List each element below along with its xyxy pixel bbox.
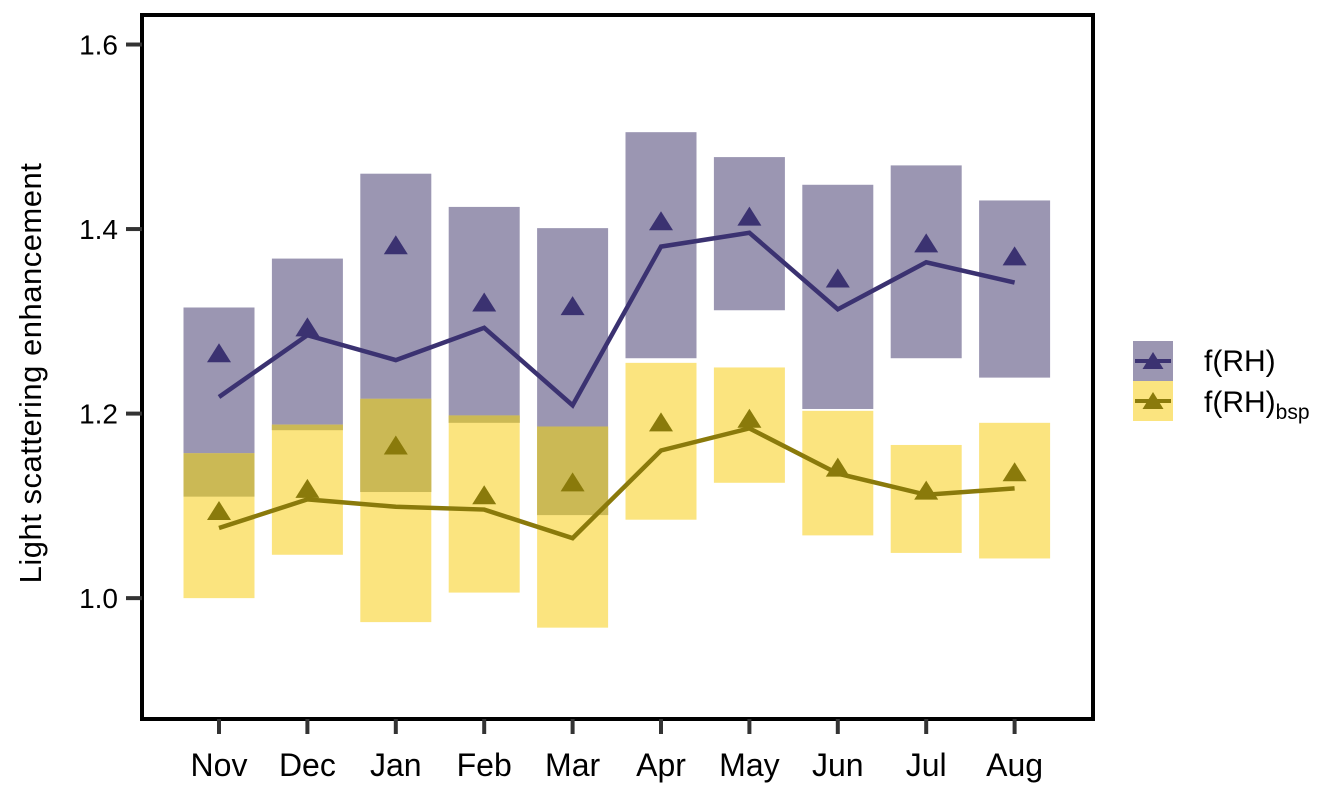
triangle-frh-bsp (560, 472, 585, 492)
x-tick-label: Feb (457, 747, 512, 783)
bar-frh (271, 258, 343, 431)
triangle-frh-bsp (207, 500, 231, 520)
y-tick-label: 1.4 (79, 214, 118, 245)
triangle-frh (825, 268, 850, 288)
y-tick-label: 1.2 (79, 399, 118, 430)
legend-label-frh-bsp-sub: bsp (1275, 401, 1310, 424)
legend-label-frh: f(RH) (1204, 345, 1276, 378)
x-tick-label: Dec (279, 747, 336, 783)
triangle-frh-bsp (295, 478, 320, 498)
triangle-frh-bsp (649, 412, 673, 432)
bar-frh (979, 200, 1051, 378)
x-tick-label: Jul (906, 747, 947, 783)
legend-triangle-frh-bsp (1142, 392, 1164, 409)
x-tick-label: Jun (812, 747, 864, 783)
bar-frh (448, 206, 520, 423)
triangle-frh-bsp (825, 457, 850, 477)
y-tick-label: 1.0 (79, 583, 118, 614)
x-tick-label: Apr (636, 747, 686, 783)
triangle-frh (560, 296, 585, 316)
bar-frh-bsp (625, 362, 697, 520)
triangle-frh (383, 235, 408, 255)
legend-label-frh-bsp-text: f(RH) (1204, 386, 1276, 419)
triangle-frh (737, 206, 762, 226)
triangle-frh (1002, 246, 1027, 266)
triangle-frh (649, 211, 673, 231)
triangle-frh (914, 233, 939, 253)
x-tick-label: Jan (370, 747, 422, 783)
y-axis-title: Light scattering enhancement (13, 162, 48, 584)
bar-overlap (537, 426, 609, 516)
x-tick-label: Mar (545, 747, 600, 783)
bar-overlap (183, 453, 255, 497)
triangle-frh (295, 317, 320, 337)
line-frh (217, 230, 1016, 409)
x-tick-label: Aug (986, 747, 1043, 783)
triangle-frh-bsp (472, 485, 497, 505)
triangle-frh-bsp (383, 435, 408, 455)
legend-label-frh-text: f(RH) (1204, 345, 1276, 378)
x-tick-label: May (719, 747, 779, 783)
bar-overlap (271, 424, 343, 431)
legend-label-frh-bsp: f(RH)bsp (1204, 386, 1310, 423)
triangle-frh-bsp (1002, 462, 1027, 482)
panel-border (140, 13, 1095, 721)
triangle-frh-bsp (914, 480, 939, 500)
y-tick-label: 1.6 (79, 30, 118, 61)
triangle-frh-bsp (737, 408, 762, 428)
x-tick-label: Nov (191, 747, 248, 783)
triangle-frh (472, 292, 497, 312)
legend-triangle-frh (1142, 352, 1164, 369)
line-frh-bsp (218, 425, 1015, 541)
bar-overlap (448, 415, 520, 423)
triangle-frh (207, 343, 231, 363)
